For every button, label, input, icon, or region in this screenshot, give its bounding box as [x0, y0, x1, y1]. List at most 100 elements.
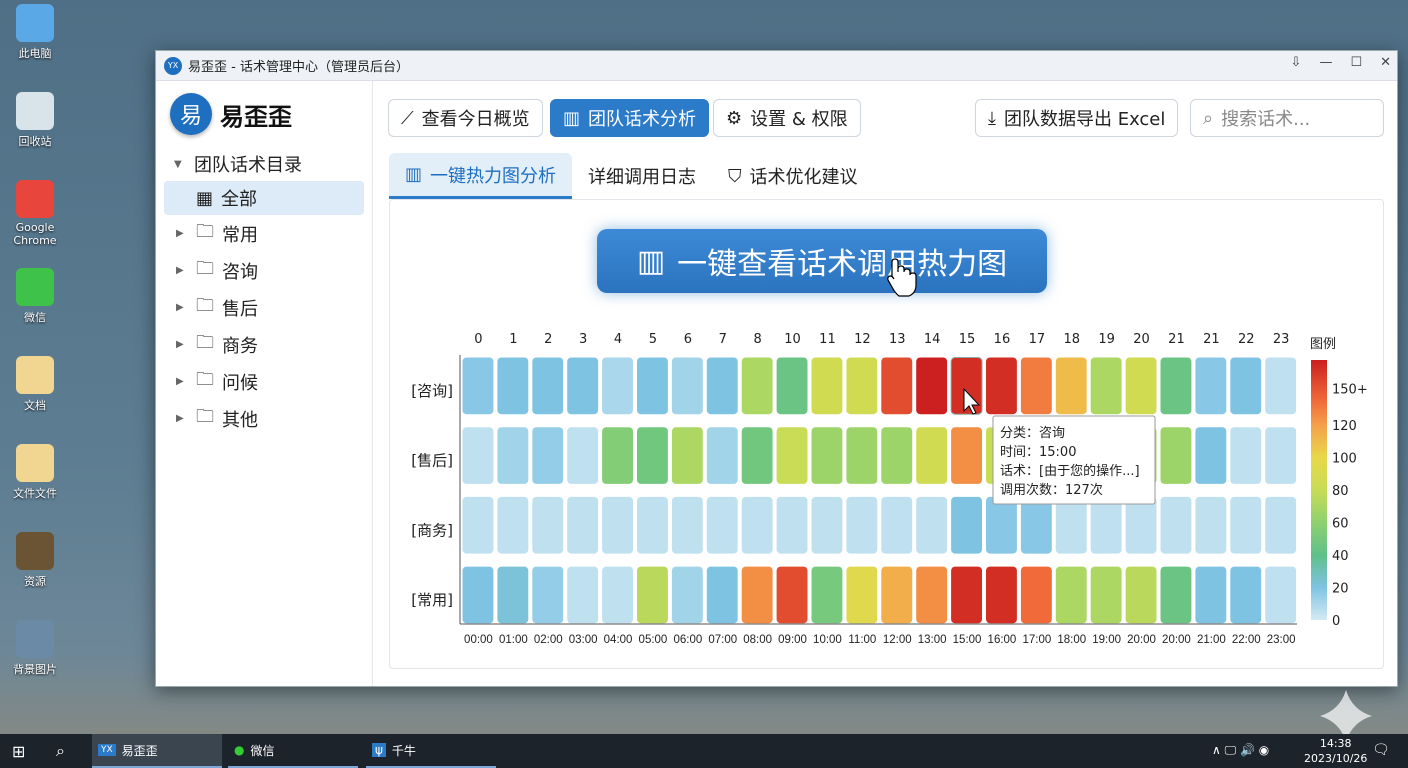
- sidebar-item-label: 全部: [221, 189, 258, 210]
- desktop-icon[interactable]: 此电脑: [4, 4, 66, 61]
- desktop-icon-label: 背景图片: [13, 663, 57, 676]
- maximize-button[interactable]: ☐: [1350, 55, 1363, 70]
- taskbar-app-label: 易歪歪: [121, 743, 158, 758]
- bar-chart-icon: ▥: [636, 243, 666, 279]
- desktop-icon-image: [16, 268, 54, 306]
- bar-chart-icon: ▥: [563, 107, 581, 129]
- bar-chart-icon: ▥: [405, 164, 423, 185]
- desktop-icon-image: [16, 532, 54, 570]
- tab-label: 详细调用日志: [588, 167, 697, 188]
- desktop-icon[interactable]: 文档: [4, 356, 66, 413]
- folder-icon: 🗀: [196, 257, 214, 279]
- sidebar-item[interactable]: ▶ 🗀 常用: [156, 215, 372, 252]
- tab-heatmap[interactable]: ▥ 一键热力图分析: [389, 153, 573, 199]
- settings-button[interactable]: ⚙ 设置 & 权限: [713, 99, 861, 137]
- tab-label: 一键热力图分析: [430, 165, 557, 187]
- desktop-icon-label: 微信: [24, 311, 46, 324]
- tree-root-label: 团队话术目录: [194, 155, 302, 176]
- desktop-icon-image: [16, 180, 54, 218]
- desktop-icon[interactable]: 资源: [4, 532, 66, 589]
- sidebar-item[interactable]: ▶ 🗀 售后: [156, 289, 372, 326]
- tab-optimization[interactable]: ⛉ 话术优化建议: [712, 153, 874, 199]
- caret-down-icon: ▼: [174, 158, 182, 170]
- desktop-icon-label: 资源: [24, 575, 46, 588]
- notification-icon[interactable]: 🗨: [1372, 742, 1390, 758]
- clock-date: 2023/10/26: [1304, 752, 1368, 765]
- search-input[interactable]: ⌕ 搜索话术...: [1190, 99, 1384, 137]
- shield-icon: ⛉: [728, 165, 742, 187]
- title-bar: YX 易歪歪 - 话术管理中心（管理员后台） ⇩ — ☐ ✕: [156, 51, 1397, 81]
- window-title: 易歪歪 - 话术管理中心（管理员后台）: [188, 60, 409, 75]
- sidebar-item[interactable]: ▶ 🗀 问候: [156, 363, 372, 400]
- settings-label: 设置 & 权限: [750, 109, 848, 130]
- caret-right-icon: ▶: [176, 228, 184, 239]
- tree-root[interactable]: ▼ 团队话术目录: [156, 147, 372, 181]
- desktop-icon[interactable]: 文件文件: [4, 444, 66, 501]
- taskbar-app-yiwaiwai[interactable]: YX 易歪歪: [92, 734, 222, 768]
- grid-icon: ▦: [196, 187, 214, 209]
- main-area: ⟋ 查看今日概览 ▥ 团队话术分析 ⚙ 设置 & 权限 ⤓ 团队数据导出 Excel ⌕…: [373, 81, 1397, 686]
- start-button[interactable]: ⊞: [12, 742, 26, 761]
- folder-icon: 🗀: [196, 368, 214, 390]
- clock-time: 14:38: [1319, 737, 1352, 750]
- heatmap-panel: [389, 199, 1384, 669]
- taskbar-app-wechat[interactable]: ● 微信: [228, 734, 358, 768]
- desktop-icon-image: [16, 356, 54, 394]
- sidebar-item-label: 其他: [222, 409, 258, 431]
- desktop-icon-image: [16, 92, 54, 130]
- sidebar-item[interactable]: ▶ 🗀 商务: [156, 326, 372, 363]
- overview-button[interactable]: ⟋ 查看今日概览: [388, 99, 543, 137]
- desktop-icon-image: [16, 444, 54, 482]
- desktop-icon-label: 回收站: [18, 135, 52, 148]
- gear-icon: ⚙: [726, 107, 743, 129]
- caret-right-icon: ▶: [176, 376, 184, 387]
- tab-call-log[interactable]: 详细调用日志: [572, 153, 712, 199]
- search-icon: ⌕: [1203, 107, 1214, 129]
- pin-icon[interactable]: ⇩: [1290, 55, 1302, 70]
- big-button-label: 一键查看话术调用热力图: [677, 247, 1008, 282]
- folder-icon: 🗀: [196, 405, 214, 427]
- sidebar: 易易歪歪 ▼ 团队话术目录 ▦ 全部 ▶ 🗀 常用 ▶ 🗀 咨询 ▶ 🗀 售后 ▶ 🗀 商务 ▶ 🗀 问候 ▶ 🗀 其他: [156, 81, 373, 686]
- taskbar-app-label: 千牛: [391, 743, 416, 758]
- download-icon: ⤓: [988, 107, 996, 129]
- line-chart-icon: ⟋: [401, 107, 414, 129]
- sparkle-icon: [1320, 690, 1372, 734]
- overview-label: 查看今日概览: [421, 109, 530, 130]
- desktop-icon[interactable]: 微信: [4, 268, 66, 325]
- clock[interactable]: 14:38 2023/10/26: [1304, 736, 1367, 766]
- taskbar: ⊞ ⌕ YX 易歪歪 ● 微信 ψ 千牛 ∧ 🖵 🔊 ◉ 14:38 2023/10/2…: [0, 734, 1408, 768]
- sidebar-item-label: 咨询: [222, 261, 258, 283]
- caret-right-icon: ▶: [176, 339, 184, 350]
- analysis-button[interactable]: ▥ 团队话术分析: [550, 99, 710, 137]
- wechat-icon: ●: [234, 743, 245, 757]
- folder-icon: 🗀: [196, 220, 214, 242]
- caret-right-icon: ▶: [176, 302, 184, 313]
- view-heatmap-button[interactable]: ▥ 一键查看话术调用热力图: [597, 229, 1047, 293]
- sidebar-item-label: 商务: [222, 335, 258, 357]
- desktop-icon[interactable]: Google Chrome: [4, 180, 66, 247]
- desktop-icon-label: 此电脑: [18, 47, 52, 60]
- sidebar-item-label: 售后: [222, 298, 258, 320]
- desktop-icon[interactable]: 回收站: [4, 92, 66, 149]
- desktop-icon-label: Google Chrome: [13, 221, 57, 247]
- folder-icon: 🗀: [196, 331, 214, 353]
- close-button[interactable]: ✕: [1380, 55, 1391, 70]
- brand-name: 易歪歪: [220, 102, 292, 131]
- search-placeholder: 搜索话术...: [1221, 109, 1311, 130]
- qianniu-icon: ψ: [372, 743, 386, 757]
- sidebar-item[interactable]: ▶ 🗀 其他: [156, 400, 372, 437]
- caret-right-icon: ▶: [176, 413, 184, 424]
- sidebar-item[interactable]: ▶ 🗀 咨询: [156, 252, 372, 289]
- folder-icon: 🗀: [196, 294, 214, 316]
- desktop-icon[interactable]: 背景图片: [4, 620, 66, 677]
- search-icon[interactable]: ⌕: [56, 741, 65, 760]
- sidebar-item[interactable]: ▦ 全部: [164, 181, 364, 215]
- minimize-button[interactable]: —: [1319, 55, 1333, 70]
- taskbar-app-qianniu[interactable]: ψ 千牛: [366, 734, 496, 768]
- export-excel-button[interactable]: ⤓ 团队数据导出 Excel: [975, 99, 1179, 137]
- tray-icons[interactable]: ∧ 🖵 🔊 ◉: [1212, 743, 1270, 757]
- app-logo-icon: YX: [164, 56, 182, 75]
- taskbar-app-label: 微信: [250, 743, 275, 758]
- app-window: YX 易歪歪 - 话术管理中心（管理员后台） ⇩ — ☐ ✕ 易易歪歪 ▼ 团队话术目录…: [155, 50, 1398, 687]
- caret-right-icon: ▶: [176, 265, 184, 276]
